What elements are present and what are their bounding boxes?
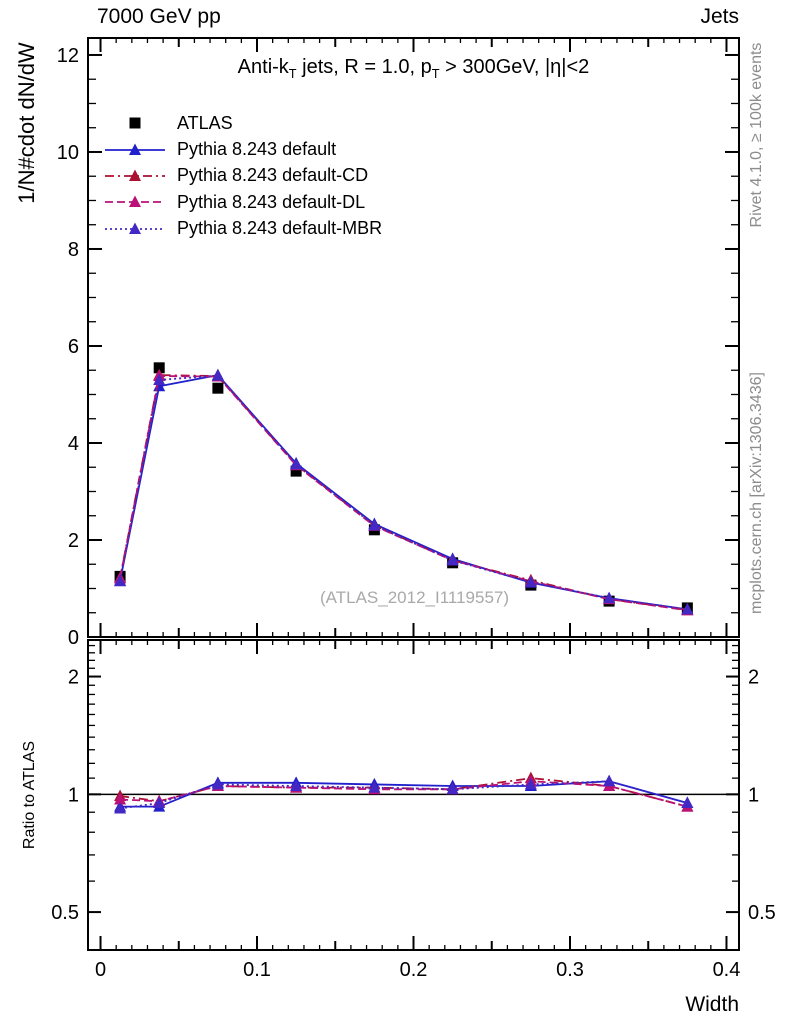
main-y-axis-ticks — [88, 53, 739, 614]
series-atlas — [114, 362, 693, 614]
pythia-default-marker-icon — [104, 141, 166, 159]
beam-energy-label: 7000 GeV pp — [97, 5, 221, 28]
svg-text:6: 6 — [68, 336, 79, 358]
legend-label: ATLAS — [177, 112, 233, 133]
svg-text:0.5: 0.5 — [748, 902, 776, 924]
legend-label: Pythia 8.243 default-CD — [177, 165, 369, 186]
title-text: Anti-k — [237, 56, 289, 78]
svg-text:0.4: 0.4 — [713, 959, 741, 981]
y-axis-label-main: 1/N#cdot dN/dW — [14, 42, 39, 204]
svg-text:0.3: 0.3 — [556, 959, 584, 981]
legend-item-atlas: ATLAS — [104, 110, 382, 136]
svg-text:2: 2 — [68, 667, 79, 689]
svg-text:12: 12 — [57, 45, 79, 67]
svg-text:8: 8 — [68, 239, 79, 261]
mcplots-citation-note: mcplots.cern.ch [arXiv:1306.3436] — [748, 372, 765, 614]
svg-text:1: 1 — [68, 784, 79, 806]
svg-text:0: 0 — [95, 959, 106, 981]
svg-text:0.1: 0.1 — [243, 959, 271, 981]
process-label: Jets — [700, 5, 739, 28]
svg-text:4: 4 — [68, 433, 79, 455]
y-axis-label-ratio: Ratio to ATLAS — [21, 740, 38, 850]
svg-text:0.2: 0.2 — [400, 959, 428, 981]
svg-text:2: 2 — [748, 667, 759, 689]
legend-item-pythia-dl: Pythia 8.243 default-DL — [104, 189, 382, 215]
title-subscript: T — [288, 66, 297, 81]
legend-label: Pythia 8.243 default-DL — [177, 191, 366, 212]
atlas-marker-icon — [104, 114, 166, 132]
svg-text:0.5: 0.5 — [51, 902, 79, 924]
legend-item-pythia-mbr: Pythia 8.243 default-MBR — [104, 216, 382, 242]
title-subscript: T — [431, 66, 440, 81]
rivet-version-note: Rivet 4.1.0, ≥ 100k events — [748, 42, 765, 228]
x-axis-label: Width — [685, 993, 739, 1016]
svg-text:1: 1 — [748, 784, 759, 806]
pythia-mbr-marker-icon — [104, 220, 166, 238]
svg-text:0: 0 — [68, 627, 79, 649]
svg-text:2: 2 — [68, 530, 79, 552]
title-text: > 300GeV, |η|<2 — [439, 56, 590, 78]
title-text: jets, R = 1.0, p — [296, 56, 432, 78]
legend: ATLAS Pythia 8.243 default Pythia 8.243 … — [104, 110, 382, 242]
legend-item-pythia-cd: Pythia 8.243 default-CD — [104, 163, 382, 189]
series-pythia-8-243-default-mbr — [114, 369, 694, 814]
svg-text:10: 10 — [57, 142, 79, 164]
x-axis-ticks — [99, 38, 728, 950]
ratio-y-axis-ticks — [88, 644, 739, 914]
legend-label: Pythia 8.243 default-MBR — [177, 218, 383, 239]
plot-title: Anti-kT jets, R = 1.0, pT > 300GeV, |η|<… — [88, 56, 739, 81]
pythia-dl-marker-icon — [104, 193, 166, 211]
analysis-id-watermark: (ATLAS_2012_I1119557) — [320, 588, 510, 607]
pythia-cd-marker-icon — [104, 167, 166, 185]
legend-label: Pythia 8.243 default — [177, 139, 337, 160]
legend-item-pythia-default: Pythia 8.243 default — [104, 136, 382, 162]
